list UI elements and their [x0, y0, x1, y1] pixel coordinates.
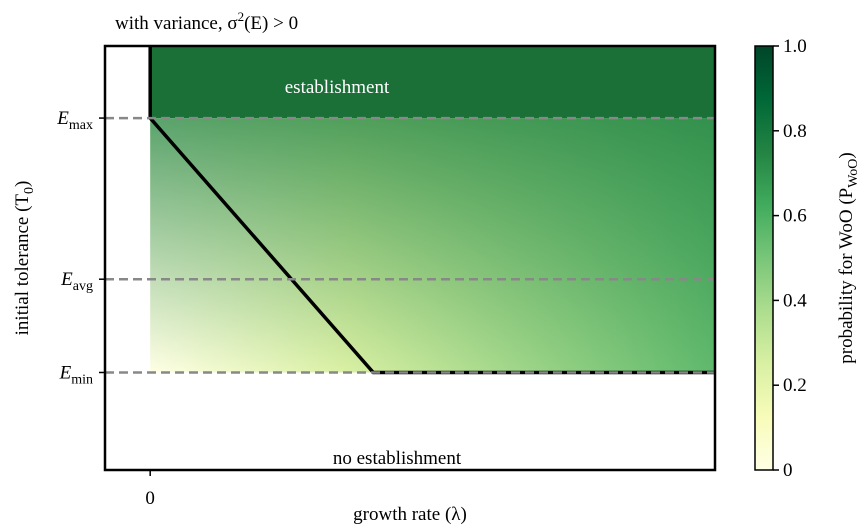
- region-label: establishment: [285, 77, 390, 98]
- region-label: no establishment: [333, 448, 462, 469]
- colorbar: [754, 45, 774, 471]
- establishment-region: [150, 46, 715, 119]
- y-axis-label: initial tolerance (T0): [12, 181, 37, 336]
- chart-title: with variance, σ2(E) > 0: [115, 9, 298, 34]
- x-tick-label: 0: [145, 488, 155, 509]
- colorbar-tick-label: 0.2: [783, 375, 807, 396]
- colorbar-tick-label: 1.0: [783, 36, 807, 57]
- transition-shade: [150, 118, 715, 373]
- x-axis-label: growth rate (λ): [353, 504, 467, 525]
- colorbar-tick-label: 0.4: [783, 290, 807, 311]
- colorbar-tick-label: 0: [783, 460, 793, 481]
- plot-frame: [103, 44, 717, 472]
- colorbar-tick-label: 0.6: [783, 206, 807, 227]
- colorbar-label: probability for WoO (PWoO): [836, 152, 861, 364]
- y-tick-label: Eavg: [60, 269, 93, 294]
- y-tick-label: Emin: [59, 362, 93, 387]
- plot-area: [99, 44, 717, 476]
- colorbar-tick-label: 0.8: [783, 121, 807, 142]
- y-tick-label: Emax: [56, 108, 93, 133]
